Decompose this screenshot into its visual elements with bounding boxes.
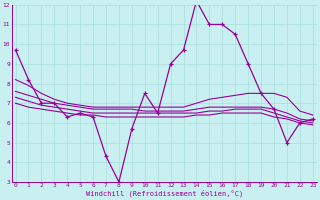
X-axis label: Windchill (Refroidissement éolien,°C): Windchill (Refroidissement éolien,°C)	[85, 190, 243, 197]
